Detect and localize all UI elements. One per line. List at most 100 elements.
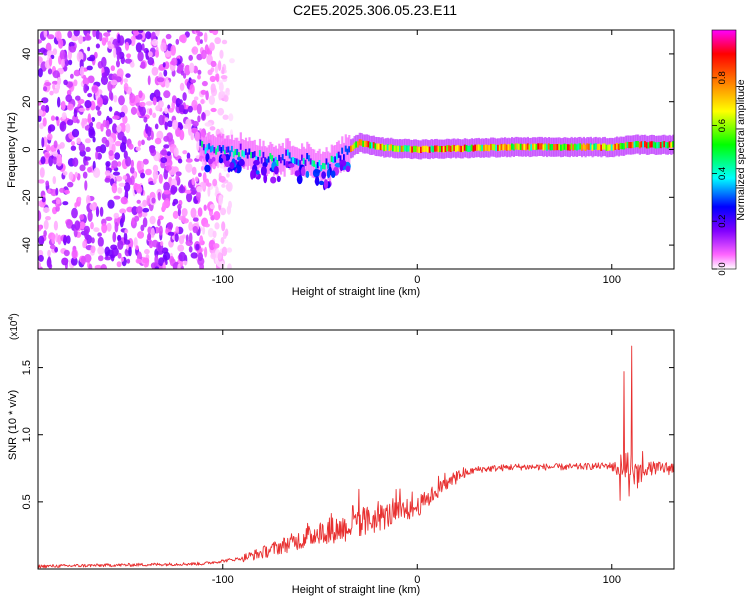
spectrogram-cell bbox=[140, 61, 146, 69]
snr-series-line bbox=[38, 345, 674, 569]
spectrogram-cell bbox=[539, 143, 542, 150]
spectrogram-cell bbox=[162, 262, 166, 269]
spectrogram-cell bbox=[409, 146, 412, 153]
spectrogram-cell bbox=[218, 175, 226, 183]
spectrogram-cell bbox=[668, 141, 671, 148]
spectrogram-cell bbox=[97, 232, 102, 237]
spectrogram-cell bbox=[53, 220, 59, 231]
spectrogram-cell bbox=[430, 145, 433, 152]
spectrogram-cell bbox=[219, 49, 224, 59]
spectrogram-cell bbox=[367, 141, 370, 148]
spectrogram-cell bbox=[104, 256, 112, 261]
spectrogram-cell bbox=[227, 146, 230, 153]
spectrogram-cell bbox=[334, 156, 337, 163]
spectrogram-cell bbox=[221, 39, 228, 45]
spectrogram-cell bbox=[72, 248, 78, 260]
spectrogram-cell bbox=[52, 156, 58, 165]
spectrogram-cell bbox=[296, 174, 303, 185]
spectrogram-cell bbox=[591, 144, 594, 151]
spectrogram-cell bbox=[167, 222, 174, 230]
spectrogram-cell bbox=[188, 125, 192, 136]
spectrogram-cell bbox=[225, 146, 228, 153]
spectrogram-cell bbox=[208, 95, 215, 106]
spectrogram-x-ticks: -100 0 100 bbox=[212, 30, 621, 286]
spectrogram-cell bbox=[532, 143, 535, 150]
snr-y-multiplier: (x104) bbox=[8, 313, 20, 340]
spectrogram-cell bbox=[579, 143, 582, 150]
spectrogram-cell bbox=[41, 137, 45, 148]
spectrogram-cell bbox=[160, 149, 168, 156]
spectrogram-cell bbox=[92, 136, 96, 143]
spectrogram-cell bbox=[171, 100, 175, 111]
spectrogram-cell bbox=[210, 252, 217, 260]
spectrogram-cell bbox=[214, 37, 221, 45]
spectrogram-cell bbox=[178, 185, 186, 194]
spectrogram-cell bbox=[525, 144, 528, 151]
spectrogram-cell bbox=[125, 156, 132, 167]
spectrogram-cell bbox=[274, 156, 277, 163]
spectrogram-cell bbox=[654, 142, 657, 149]
spectrogram-cell bbox=[372, 142, 375, 149]
y-tick-label: -40 bbox=[21, 237, 33, 253]
spectrogram-cell bbox=[135, 206, 143, 214]
spectrogram-cell bbox=[185, 163, 193, 173]
spectrogram-cell bbox=[316, 162, 319, 169]
spectrogram-cell bbox=[577, 143, 580, 150]
spectrogram-cell bbox=[48, 57, 53, 67]
spectrogram-cell bbox=[204, 164, 211, 173]
spectrogram-cell bbox=[39, 167, 45, 178]
spectrogram-cell bbox=[86, 65, 93, 71]
spectrogram-cell bbox=[479, 145, 482, 152]
spectrogram-cell bbox=[224, 228, 229, 237]
spectrogram-cell bbox=[47, 34, 55, 40]
spectrogram-y-ticks: -40 -20 0 20 40 bbox=[21, 48, 674, 253]
spectrogram-cell bbox=[163, 251, 171, 261]
spectrogram-cell bbox=[73, 79, 78, 87]
spectrogram-cell bbox=[540, 143, 543, 150]
spectrogram-cell bbox=[251, 152, 255, 159]
spectrogram-cell bbox=[152, 164, 159, 172]
colorbar: 0.0 0.2 0.4 0.6 0.8 Normalized spectral ampl… bbox=[711, 29, 747, 276]
spectrogram-cell bbox=[301, 166, 306, 177]
spectrogram-cell bbox=[223, 94, 229, 102]
y-tick-label: 0 bbox=[21, 146, 33, 152]
spectrogram-cell bbox=[207, 186, 211, 197]
spectrogram-cell bbox=[135, 42, 143, 53]
spectrogram-cell bbox=[193, 96, 199, 101]
spectrogram-cell bbox=[195, 243, 200, 251]
spectrogram-cell bbox=[442, 146, 445, 153]
spectrogram-cell bbox=[186, 152, 191, 160]
spectrogram-cell bbox=[246, 152, 249, 159]
spectrogram-cell bbox=[153, 89, 161, 99]
spectrogram-cell bbox=[158, 174, 163, 184]
spectrogram-cell bbox=[137, 51, 144, 62]
spectrogram-cell bbox=[163, 144, 170, 149]
spectrogram-cell bbox=[101, 72, 108, 78]
spectrogram-cell bbox=[460, 145, 463, 153]
spectrogram-cell bbox=[108, 106, 113, 112]
spectrogram-cell bbox=[435, 145, 438, 152]
spectrogram-cell bbox=[617, 143, 620, 150]
spectrogram-cell bbox=[228, 113, 234, 122]
spectrogram-cell bbox=[218, 90, 226, 99]
spectrogram-cell bbox=[217, 60, 222, 72]
spectrogram-cell bbox=[123, 182, 131, 192]
spectrogram-cell bbox=[67, 30, 73, 39]
snr-y-multiplier-close: ) bbox=[9, 313, 20, 316]
spectrogram-cell bbox=[78, 143, 86, 152]
spectrogram-cell bbox=[100, 75, 109, 86]
spectrogram-cell bbox=[117, 33, 121, 44]
spectrogram-x-label: Height of straight line (km) bbox=[292, 286, 420, 298]
spectrogram-cell bbox=[57, 234, 62, 245]
spectrogram-cell bbox=[113, 47, 117, 58]
spectrogram-cell bbox=[428, 146, 431, 153]
spectrogram-cell bbox=[142, 217, 148, 228]
spectrogram-cell bbox=[128, 177, 133, 185]
spectrogram-cell bbox=[66, 235, 71, 244]
spectrogram-cell bbox=[211, 156, 216, 162]
spectrogram-cell bbox=[192, 120, 199, 127]
spectrogram-cell bbox=[509, 144, 512, 151]
spectrogram-cell bbox=[304, 159, 307, 166]
spectrogram-cell bbox=[101, 222, 108, 234]
spectrogram-cell bbox=[71, 34, 79, 42]
